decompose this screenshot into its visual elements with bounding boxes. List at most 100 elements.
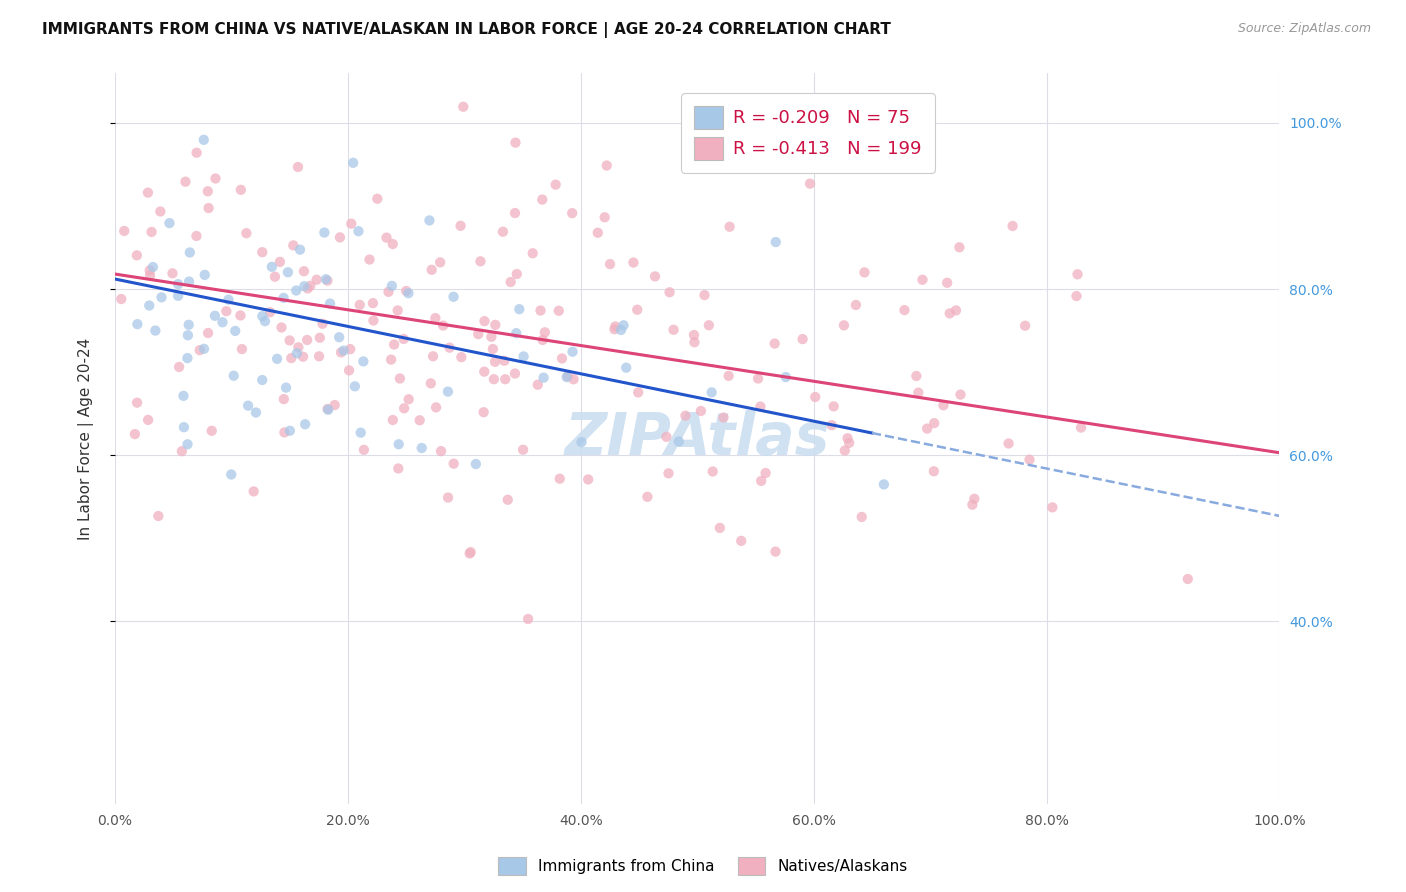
- Point: [873, 477, 896, 491]
- Point: [259, 305, 281, 319]
- Point: [270, 320, 292, 334]
- Point: [418, 213, 440, 227]
- Point: [139, 268, 162, 283]
- Point: [997, 436, 1019, 450]
- Point: [948, 240, 970, 254]
- Point: [561, 206, 583, 220]
- Point: [330, 345, 353, 359]
- Point: [527, 377, 550, 392]
- Point: [697, 318, 720, 333]
- Point: [763, 336, 786, 351]
- Point: [610, 323, 633, 337]
- Point: [821, 418, 844, 433]
- Point: [352, 354, 374, 368]
- Point: [266, 351, 288, 366]
- Point: [366, 192, 388, 206]
- Point: [851, 510, 873, 524]
- Point: [285, 284, 308, 298]
- Point: [432, 318, 454, 333]
- Point: [231, 342, 253, 356]
- Point: [173, 420, 195, 434]
- Point: [288, 243, 311, 257]
- Point: [636, 490, 658, 504]
- Point: [832, 318, 855, 333]
- Point: [453, 100, 475, 114]
- Legend: Immigrants from China, Natives/Alaskans: Immigrants from China, Natives/Alaskans: [494, 852, 912, 880]
- Point: [1040, 500, 1063, 515]
- Point: [522, 246, 544, 260]
- Point: [713, 410, 735, 425]
- Point: [245, 405, 267, 419]
- Point: [458, 546, 481, 560]
- Point: [915, 422, 938, 436]
- Point: [186, 229, 208, 244]
- Point: [472, 365, 495, 379]
- Point: [482, 342, 505, 356]
- Point: [613, 318, 636, 333]
- Point: [149, 204, 172, 219]
- Point: [311, 317, 333, 331]
- Point: [283, 238, 305, 252]
- Point: [292, 279, 315, 293]
- Point: [482, 372, 505, 386]
- Point: [124, 427, 146, 442]
- Point: [614, 360, 637, 375]
- Point: [381, 413, 404, 427]
- Point: [217, 293, 239, 307]
- Point: [278, 424, 301, 438]
- Point: [359, 252, 381, 267]
- Point: [273, 392, 295, 406]
- Point: [1066, 268, 1088, 282]
- Point: [450, 350, 472, 364]
- Point: [125, 248, 148, 262]
- Point: [467, 327, 489, 342]
- Point: [141, 225, 163, 239]
- Point: [174, 175, 197, 189]
- Point: [177, 328, 200, 343]
- Point: [179, 245, 201, 260]
- Point: [599, 257, 621, 271]
- Point: [494, 353, 516, 368]
- Point: [148, 508, 170, 523]
- Point: [167, 277, 190, 292]
- Point: [949, 387, 972, 401]
- Point: [668, 434, 690, 449]
- Point: [505, 136, 527, 150]
- Point: [252, 245, 274, 260]
- Point: [167, 289, 190, 303]
- Point: [533, 370, 555, 384]
- Point: [332, 343, 354, 358]
- Point: [197, 201, 219, 215]
- Point: [425, 401, 447, 415]
- Point: [162, 266, 184, 280]
- Point: [505, 326, 527, 341]
- Point: [186, 145, 208, 160]
- Text: IMMIGRANTS FROM CHINA VS NATIVE/ALASKAN IN LABOR FORCE | AGE 20-24 CORRELATION C: IMMIGRANTS FROM CHINA VS NATIVE/ALASKAN …: [42, 22, 891, 38]
- Point: [496, 492, 519, 507]
- Point: [693, 288, 716, 302]
- Point: [755, 466, 778, 480]
- Point: [429, 255, 451, 269]
- Point: [749, 474, 772, 488]
- Point: [593, 211, 616, 225]
- Point: [626, 302, 648, 317]
- Point: [388, 437, 411, 451]
- Point: [381, 237, 404, 252]
- Point: [142, 260, 165, 274]
- Point: [1066, 289, 1088, 303]
- Point: [603, 322, 626, 336]
- Point: [425, 311, 447, 326]
- Point: [287, 160, 309, 174]
- Point: [419, 376, 441, 391]
- Point: [219, 467, 242, 482]
- Point: [499, 275, 522, 289]
- Point: [905, 369, 928, 384]
- Point: [177, 318, 200, 332]
- Point: [853, 265, 876, 279]
- Point: [799, 177, 821, 191]
- Point: [683, 328, 706, 343]
- Point: [644, 269, 666, 284]
- Point: [555, 370, 578, 384]
- Point: [484, 318, 506, 332]
- Point: [932, 398, 955, 412]
